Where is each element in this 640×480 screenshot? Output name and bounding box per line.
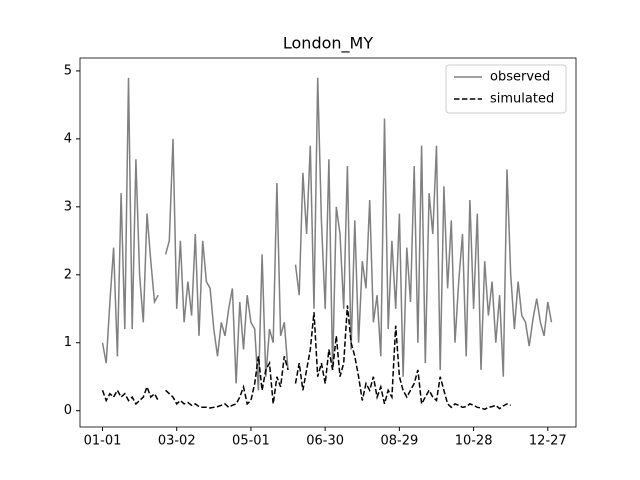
y-tick-label: 2 — [64, 267, 72, 282]
chart-title: London_MY — [283, 34, 373, 54]
x-tick-label: 10-28 — [455, 434, 493, 449]
y-tick-label: 0 — [64, 403, 72, 418]
legend-label: observed — [490, 70, 550, 85]
series-line — [101, 305, 511, 411]
x-tick-label: 01-01 — [84, 434, 122, 449]
x-tick-label: 12-27 — [529, 434, 567, 449]
plot-frame — [79, 57, 577, 428]
x-tick-label: 05-01 — [232, 434, 270, 449]
x-tick-label: 06-30 — [306, 434, 344, 449]
y-tick-label: 5 — [64, 63, 72, 78]
x-tick-label: 08-29 — [380, 434, 418, 449]
y-tick-label: 1 — [64, 335, 72, 350]
x-tick-label: 03-02 — [158, 434, 196, 449]
legend-label: simulated — [490, 92, 554, 107]
series-line — [101, 77, 553, 391]
y-tick-label: 4 — [64, 131, 72, 146]
y-tick-label: 3 — [64, 199, 72, 214]
